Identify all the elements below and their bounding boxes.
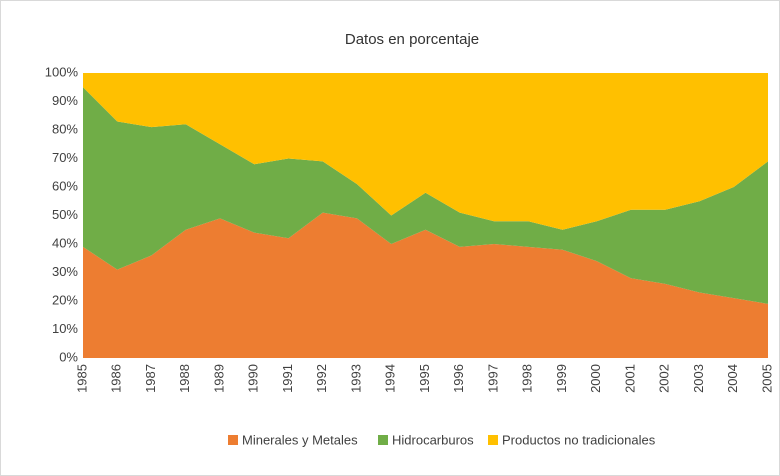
x-tick-label: 1997 <box>485 364 500 393</box>
x-tick-label: 2001 <box>622 364 637 393</box>
y-tick-label: 90% <box>52 93 78 108</box>
legend-swatch <box>228 435 238 445</box>
x-tick-label: 2002 <box>657 364 672 393</box>
x-tick-label: 2003 <box>691 364 706 393</box>
x-tick-label: 1986 <box>109 364 124 393</box>
x-tick-label: 1994 <box>383 364 398 393</box>
x-tick-label: 1985 <box>74 364 89 393</box>
y-tick-label: 80% <box>52 121 78 136</box>
legend-swatch <box>488 435 498 445</box>
y-tick-label: 50% <box>52 207 78 222</box>
x-tick-label: 2004 <box>725 364 740 393</box>
x-tick-label: 1990 <box>246 364 261 393</box>
area <box>83 73 768 230</box>
x-tick-label: 1999 <box>554 364 569 393</box>
y-tick-label: 10% <box>52 321 78 336</box>
y-tick-label: 40% <box>52 235 78 250</box>
legend-label: Productos no tradicionales <box>502 432 656 447</box>
area <box>83 87 768 304</box>
legend-label: Hidrocarburos <box>392 432 474 447</box>
x-tick-label: 1995 <box>417 364 432 393</box>
x-tick-label: 1991 <box>280 364 295 393</box>
y-tick-label: 60% <box>52 178 78 193</box>
y-tick-label: 20% <box>52 292 78 307</box>
x-tick-label: 1988 <box>177 364 192 393</box>
y-tick-label: 100% <box>45 64 79 79</box>
x-tick-label: 1989 <box>211 364 226 393</box>
y-tick-label: 70% <box>52 150 78 165</box>
x-tick-label: 1998 <box>520 364 535 393</box>
x-tick-label: 2005 <box>759 364 774 393</box>
x-tick-label: 2000 <box>588 364 603 393</box>
legend-label: Minerales y Metales <box>242 432 358 447</box>
x-tick-label: 1993 <box>348 364 363 393</box>
area <box>83 212 768 358</box>
x-tick-label: 1992 <box>314 364 329 393</box>
y-tick-label: 0% <box>59 349 78 364</box>
x-tick-label: 1996 <box>451 364 466 393</box>
legend-swatch <box>378 435 388 445</box>
x-tick-label: 1987 <box>143 364 158 393</box>
chart-title: Datos en porcentaje <box>345 31 479 48</box>
y-tick-label: 30% <box>52 264 78 279</box>
